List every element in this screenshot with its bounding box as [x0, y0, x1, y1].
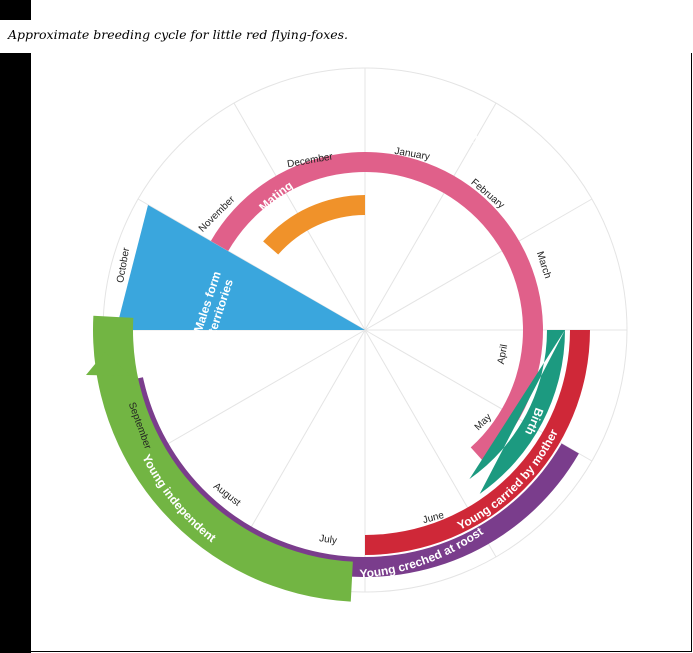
left-black-strip-top — [0, 0, 31, 20]
month-divider-line — [364, 198, 593, 331]
males-form-territories-wedge — [116, 205, 365, 330]
month-divider-line — [137, 198, 366, 331]
month-label-march: March — [534, 250, 553, 280]
month-divider-line — [233, 329, 366, 558]
figure-frame — [31, 53, 692, 652]
month-label-july: July — [318, 533, 337, 546]
left-black-strip — [0, 53, 31, 653]
birth-arc — [469, 330, 565, 494]
month-label-april: April — [496, 344, 510, 366]
young-carried-arc — [365, 330, 590, 555]
month-divider-line — [137, 329, 366, 462]
young-independent-arc — [93, 315, 353, 602]
young-independent-arrowhead — [86, 352, 131, 376]
month-divider-line — [364, 102, 497, 331]
mating-arc — [263, 195, 365, 255]
males-form-territories-label: Males form territories — [191, 270, 236, 335]
figure-caption: Approximate breeding cycle for little re… — [8, 27, 349, 42]
